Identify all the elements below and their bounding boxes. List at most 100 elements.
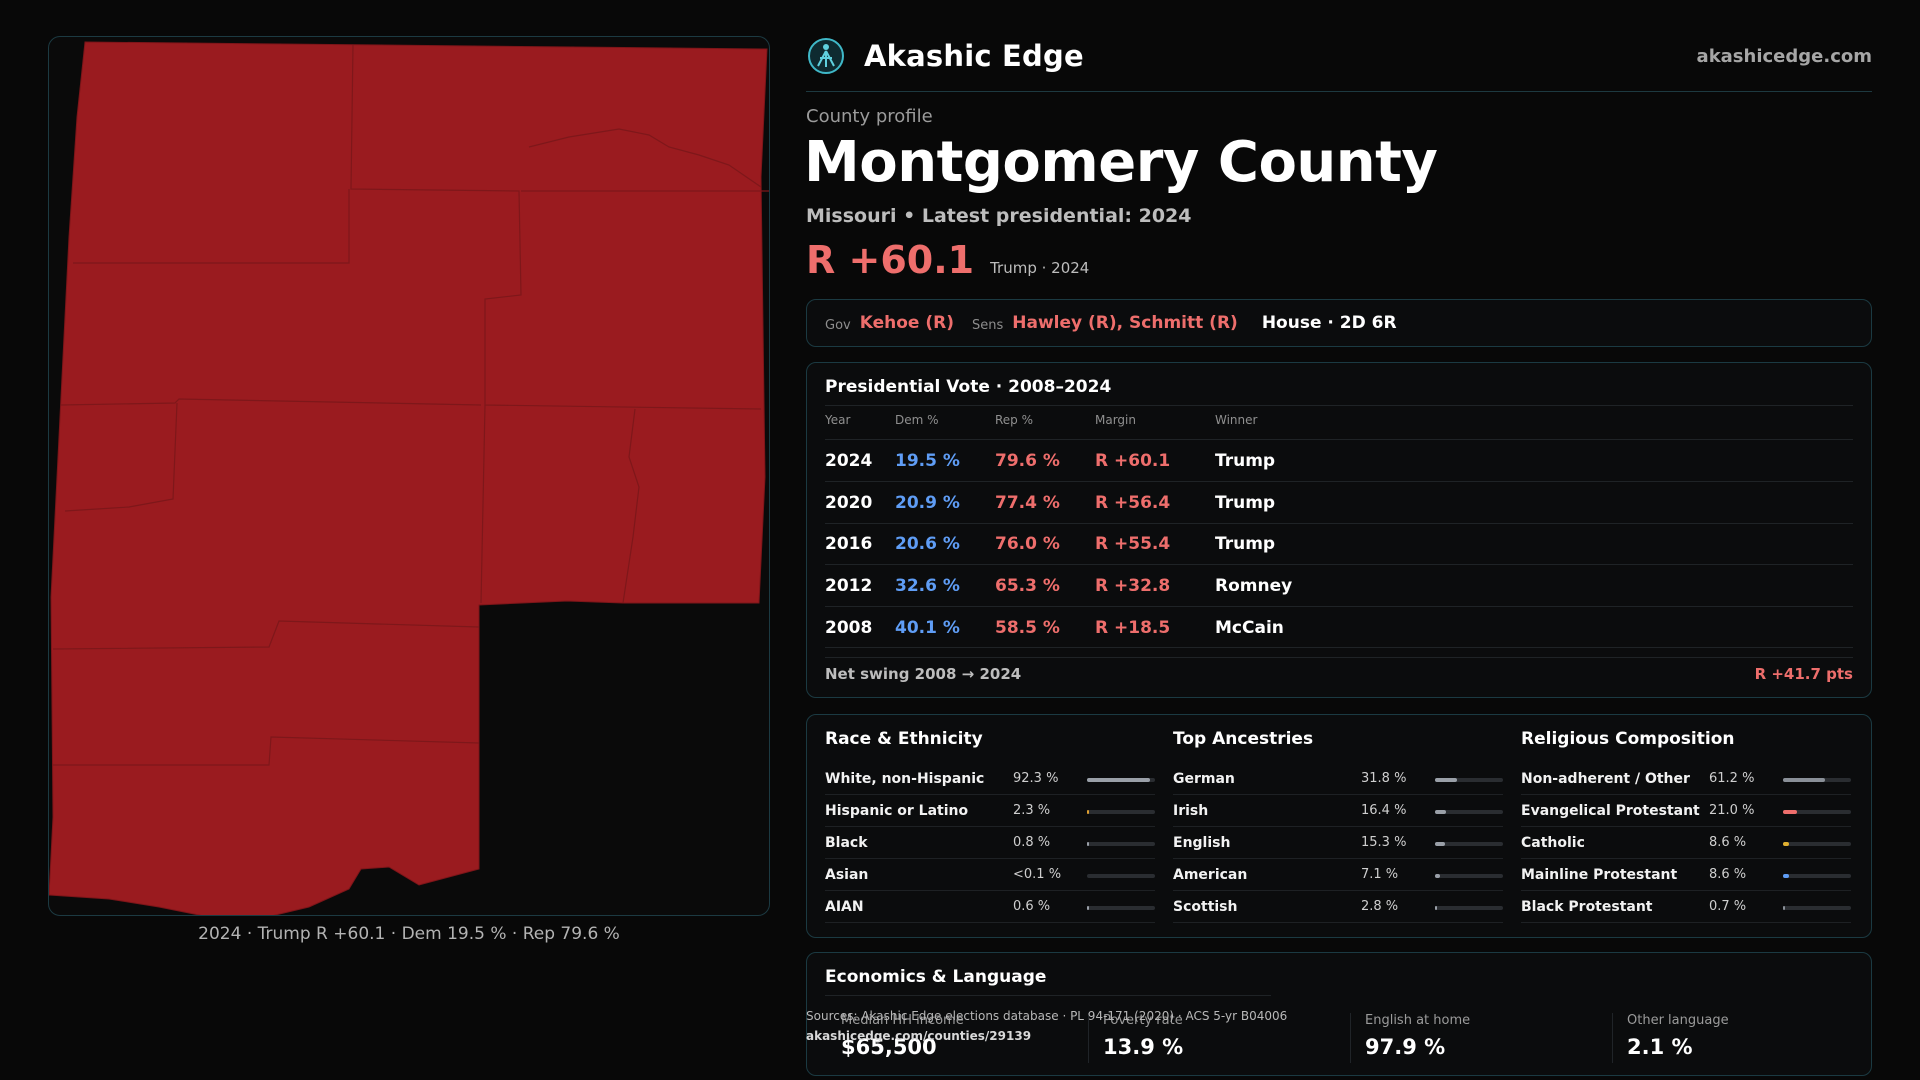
item-percent: 31.8 % [1361,771,1407,786]
rep-cell: 77.4 % [995,493,1060,513]
senators-label: Sens [972,317,1004,333]
item-label: Evangelical Protestant [1521,803,1700,819]
site-url-link[interactable]: akashicedge.com [1696,46,1872,67]
share-bar [1087,810,1155,814]
list-item: White, non-Hispanic 92.3 % [825,763,1155,795]
map-caption: 2024 · Trump R +60.1 · Dem 19.5 % · Rep … [198,924,620,944]
brand-name: Akashic Edge [864,39,1084,73]
divider [1612,1013,1613,1063]
year-cell: 2016 [825,534,873,554]
column-header-rep: Rep % [995,413,1034,427]
page-title: Montgomery County [804,130,1438,195]
religion-title: Religious Composition [1521,729,1735,749]
rep-cell: 79.6 % [995,451,1060,471]
county-map[interactable] [48,36,770,916]
winner-cell: Trump [1215,534,1276,554]
table-row: 2016 20.6 % 76.0 % R +55.4 Trump [807,524,1871,566]
item-label: White, non-Hispanic [825,771,985,787]
share-bar-fill [1087,810,1089,814]
officials-bar: Gov Kehoe (R) Sens Hawley (R), Schmitt (… [806,299,1872,347]
race-title: Race & Ethnicity [825,729,983,749]
dem-cell: 32.6 % [895,576,960,596]
share-bar-fill [1783,810,1797,814]
list-item: Black 0.8 % [825,827,1155,859]
list-item: Hispanic or Latino 2.3 % [825,795,1155,827]
stat-english-at-home: English at home 97.9 % [1365,1013,1615,1069]
share-bar [1435,810,1503,814]
item-percent: 0.6 % [1013,899,1051,914]
share-bar [1087,778,1155,782]
share-bar [1087,874,1155,878]
column-header-year: Year [825,413,851,427]
rep-cell: 76.0 % [995,534,1060,554]
stat-value: $65,500 [841,1035,937,1059]
header-divider [806,91,1872,92]
column-header-margin: Margin [1095,413,1136,427]
margin-cell: R +55.4 [1095,534,1171,554]
margin-cell: R +60.1 [1095,451,1171,471]
page-eyebrow: County profile [806,106,933,127]
share-bar-fill [1783,778,1825,782]
stat-value: 97.9 % [1365,1035,1446,1059]
share-bar [1783,842,1851,846]
item-percent: 61.2 % [1709,771,1755,786]
item-percent: 8.6 % [1709,867,1747,882]
governor-value: Kehoe (R) [859,313,954,333]
column-header-dem: Dem % [895,413,939,427]
item-label: Scottish [1173,899,1238,915]
presidential-vote-card: Presidential Vote · 2008–2024 Year Dem %… [806,362,1872,698]
item-label: Mainline Protestant [1521,867,1678,883]
item-percent: 15.3 % [1361,835,1407,850]
stat-label: Median HH income [841,1013,964,1028]
headline-note: Trump · 2024 [990,259,1090,277]
subdivision-lines [52,44,769,766]
item-label: American [1173,867,1248,883]
list-item: Asian <0.1 % [825,859,1155,891]
item-label: English [1173,835,1231,851]
margin-cell: R +56.4 [1095,493,1171,513]
share-bar-fill [1783,874,1789,878]
stat-other-language: Other language 2.1 % [1627,1013,1877,1069]
share-bar-fill [1783,842,1789,846]
sources-text: Sources: Akashic Edge elections database… [806,1009,1288,1023]
divider [825,481,1853,482]
column-header-winner: Winner [1215,413,1258,427]
list-item: Black Protestant 0.7 % [1521,891,1851,923]
list-item: English 15.3 % [1173,827,1503,859]
item-label: Asian [825,867,869,883]
margin-cell: R +18.5 [1095,618,1171,638]
share-bar [1783,778,1851,782]
share-bar [1783,810,1851,814]
margin-cell: R +32.8 [1095,576,1171,596]
item-label: Irish [1173,803,1209,819]
net-swing-label: Net swing 2008 → 2024 [825,665,1022,683]
item-percent: <0.1 % [1013,867,1062,882]
year-cell: 2012 [825,576,873,596]
akashic-logo-icon [808,38,844,74]
stat-value: 2.1 % [1627,1035,1693,1059]
brand[interactable]: Akashic Edge [806,36,1084,76]
stat-value: 13.9 % [1103,1035,1184,1059]
table-row: 2020 20.9 % 77.4 % R +56.4 Trump [807,483,1871,525]
share-bar [1087,842,1155,846]
divider [825,523,1853,524]
item-label: Non-adherent / Other [1521,771,1690,787]
list-item: Mainline Protestant 8.6 % [1521,859,1851,891]
winner-cell: McCain [1215,618,1284,638]
county-permalink[interactable]: akashicedge.com/counties/29139 [806,1029,1032,1043]
item-percent: 0.8 % [1013,835,1051,850]
list-item: Irish 16.4 % [1173,795,1503,827]
divider [825,564,1853,565]
divider [825,405,1853,406]
stat-label: English at home [1365,1013,1471,1028]
dem-cell: 19.5 % [895,451,960,471]
presidential-title: Presidential Vote · 2008–2024 [825,377,1112,397]
item-percent: 8.6 % [1709,835,1747,850]
list-item: German 31.8 % [1173,763,1503,795]
winner-cell: Trump [1215,493,1276,513]
item-percent: 21.0 % [1709,803,1755,818]
share-bar [1435,778,1503,782]
table-row: 2008 40.1 % 58.5 % R +18.5 McCain [807,608,1871,650]
share-bar-fill [1435,810,1446,814]
item-label: Black [825,835,868,851]
